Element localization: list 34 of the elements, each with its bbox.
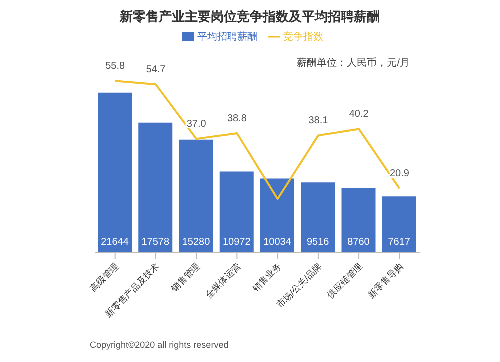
data-label: 17578 <box>142 237 170 248</box>
bar <box>301 182 336 253</box>
x-tick-label: 高级管理 <box>88 261 121 294</box>
bar <box>138 122 173 253</box>
data-label: 10034 <box>264 237 292 248</box>
bar <box>382 196 416 253</box>
bar <box>342 188 376 253</box>
text: Copyright©2020 all rights reserved <box>90 340 229 350</box>
bar <box>179 140 214 253</box>
data-label: 7617 <box>388 237 411 248</box>
legend-label: 竞争指数 <box>284 32 324 43</box>
data-label: 9516 <box>307 237 330 248</box>
bar <box>220 172 254 253</box>
text: 薪酬单位：人民币，元/月 <box>297 56 410 70</box>
x-tick-label: 全媒体运营 <box>204 261 243 300</box>
chart-title: 新零售产业主要岗位竞争指数及平均招聘薪酬 <box>119 8 381 26</box>
x-tick-label: 供应链管理 <box>326 261 364 300</box>
x-tick-label: 销售业务 <box>250 261 284 295</box>
data-label: 38.8 <box>227 114 248 125</box>
legend-label: 平均招聘薪酬 <box>198 32 258 43</box>
bar <box>98 92 132 253</box>
bar <box>260 178 294 253</box>
data-label: 15280 <box>182 237 211 248</box>
data-label: 10972 <box>222 237 252 248</box>
data-label: 40.2 <box>349 109 370 120</box>
data-label: 54.7 <box>146 64 166 76</box>
data-label: 38.1 <box>308 116 329 127</box>
x-tick-label: 新零售导购 <box>366 261 406 300</box>
data-label: 37.0 <box>186 119 207 130</box>
data-label: 55.8 <box>106 61 126 72</box>
data-label: 8760 <box>348 237 370 248</box>
data-label: 21644 <box>101 237 130 248</box>
x-tick-label: 销售管理 <box>168 261 202 295</box>
data-label: 20.9 <box>390 168 410 180</box>
